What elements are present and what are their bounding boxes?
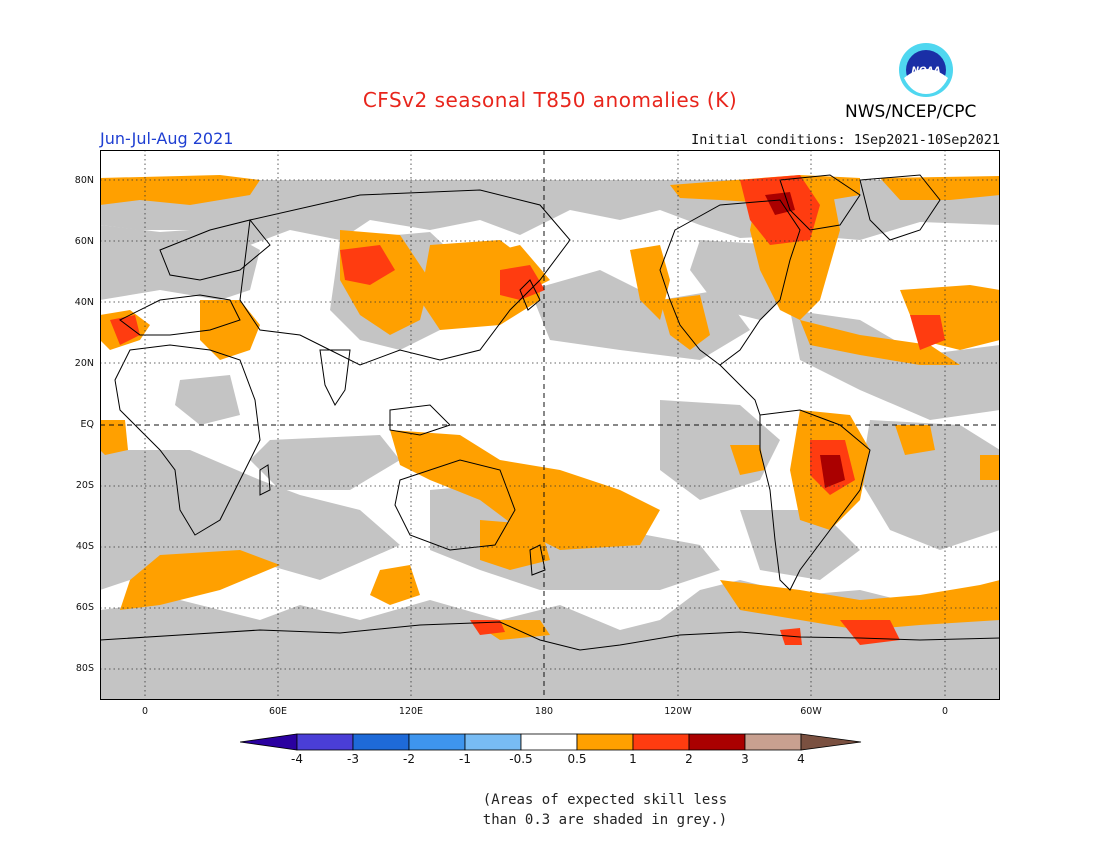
initial-conditions-label: Initial conditions: 1Sep2021-10Sep2021 [691,132,1000,148]
lat-label: 80N [74,175,94,186]
lon-label: 0 [141,706,149,717]
season-label: Jun-Jul-Aug 2021 [100,129,234,148]
colorbar-segment [464,733,522,751]
colorbar-arrow-right [800,733,862,751]
lon-label: 0 [941,706,949,717]
anomaly-map [99,149,1001,701]
map-title: CFSv2 seasonal T850 anomalies (K) [362,88,738,112]
colorbar-segment [632,733,690,751]
logo-text: NOAA [911,66,940,76]
colorbar-arrow-left [240,733,298,751]
colorbar-label: 1 [629,752,637,766]
colorbar-label: -0.5 [509,752,533,766]
skill-note-line2: than 0.3 are shaded in grey.) [482,812,728,828]
lat-label: 80S [75,663,94,674]
skill-note: (Areas of expected skill less than 0.3 a… [460,790,750,830]
lon-label: 120W [664,706,692,717]
colorbar-label: 2 [685,752,693,766]
darkred-anomaly-areas [765,192,845,488]
colorbar-label: 3 [741,752,749,766]
lat-label: 40S [75,541,94,552]
lat-label: 40N [74,297,94,308]
colorbar-segment [352,733,410,751]
noaa-logo: NOAA [899,43,953,97]
skill-note-line1: (Areas of expected skill less [482,792,728,808]
colorbar-segment [408,733,466,751]
colorbar-segment [520,733,578,751]
reference-lines [100,150,1000,700]
colorbar-label: -1 [459,752,471,766]
colorbar-segment [296,733,354,751]
lon-label: 120E [398,706,424,717]
lat-label: 20S [75,480,94,491]
lat-label: 60S [75,602,94,613]
lat-label: 20N [74,358,94,369]
colorbar-label: 4 [797,752,805,766]
org-label: NWS/NCEP/CPC [845,102,977,122]
lon-label: 60E [268,706,288,717]
lon-label: 180 [534,706,554,717]
colorbar-segment [688,733,746,751]
map-svg [99,149,1001,701]
colorbar [240,733,862,751]
colorbar-segment [744,733,802,751]
lat-label: EQ [80,419,94,430]
lon-label: 60W [800,706,822,717]
colorbar-segment [576,733,634,751]
colorbar-label: 0.5 [567,752,587,766]
colorbar-label: -2 [403,752,415,766]
coastlines [99,174,1001,651]
colorbar-label: -4 [291,752,303,766]
lat-label: 60N [74,236,94,247]
colorbar-label: -3 [347,752,359,766]
